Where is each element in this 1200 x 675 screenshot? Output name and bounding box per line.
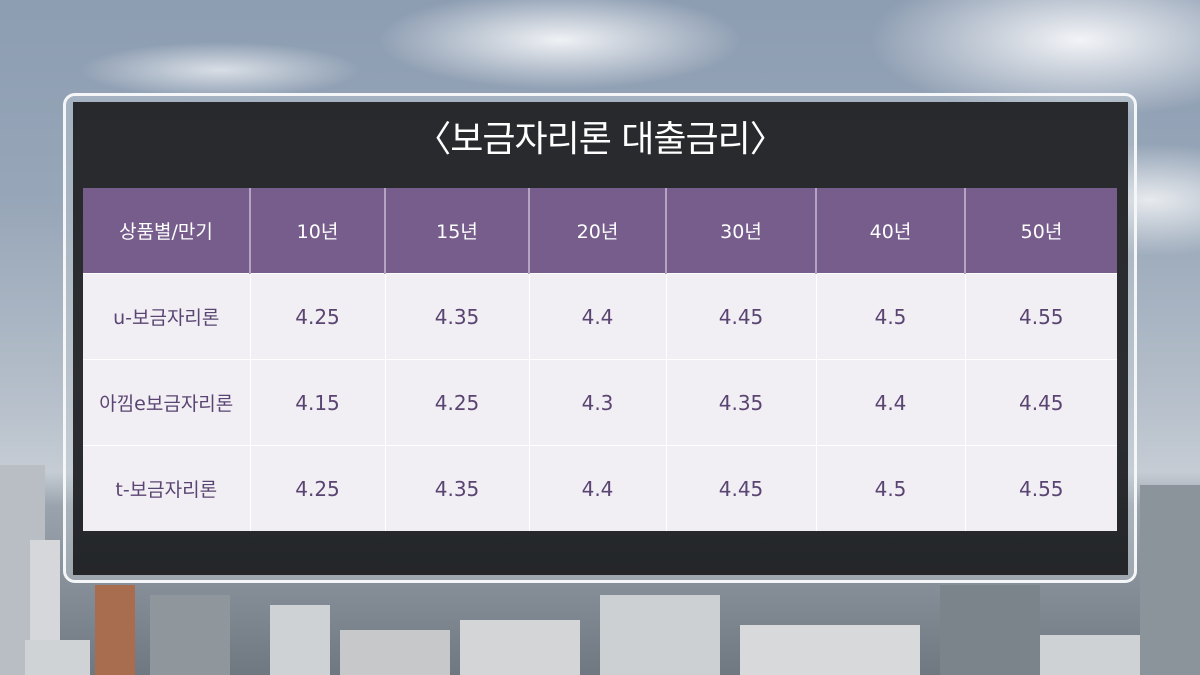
rate-cell: 4.45	[964, 359, 1117, 446]
header-20-years: 20년	[528, 188, 666, 274]
product-name: t-보금자리론	[83, 445, 250, 531]
table-row: 아낌e보금자리론 4.15 4.25 4.3 4.35 4.4 4.45	[83, 359, 1117, 446]
rate-cell: 4.35	[665, 359, 816, 446]
rate-cell: 4.35	[384, 273, 529, 360]
rate-cell: 4.5	[815, 273, 965, 360]
rate-cell: 4.45	[665, 273, 816, 360]
product-name: u-보금자리론	[83, 273, 250, 360]
rate-cell: 4.15	[249, 359, 385, 446]
rate-cell: 4.45	[665, 445, 816, 531]
header-40-years: 40년	[815, 188, 965, 274]
rate-cell: 4.4	[528, 273, 666, 360]
rate-cell: 4.25	[249, 273, 385, 360]
header-15-years: 15년	[384, 188, 529, 274]
page-title: 〈보금자리론 대출금리〉	[415, 119, 786, 160]
rate-cell: 4.25	[384, 359, 529, 446]
rate-cell: 4.35	[384, 445, 529, 531]
product-name: 아낌e보금자리론	[83, 359, 250, 446]
rate-cell: 4.3	[528, 359, 666, 446]
rate-cell: 4.55	[964, 273, 1117, 360]
table-row: u-보금자리론 4.25 4.35 4.4 4.45 4.5 4.55	[83, 273, 1117, 360]
header-product-term: 상품별/만기	[83, 188, 250, 274]
rate-cell: 4.5	[815, 445, 965, 531]
rate-cell: 4.25	[249, 445, 385, 531]
loan-rate-table: 상품별/만기 10년 15년 20년 30년 40년 50년 u-보금자리론 4…	[83, 188, 1117, 531]
header-30-years: 30년	[665, 188, 816, 274]
header-10-years: 10년	[249, 188, 385, 274]
table-header-row: 상품별/만기 10년 15년 20년 30년 40년 50년	[83, 188, 1117, 274]
table-row: t-보금자리론 4.25 4.35 4.4 4.45 4.5 4.55	[83, 445, 1117, 531]
header-50-years: 50년	[964, 188, 1117, 274]
rate-cell: 4.55	[964, 445, 1117, 531]
rate-cell: 4.4	[815, 359, 965, 446]
city-skyline	[0, 455, 1200, 675]
rate-cell: 4.4	[528, 445, 666, 531]
